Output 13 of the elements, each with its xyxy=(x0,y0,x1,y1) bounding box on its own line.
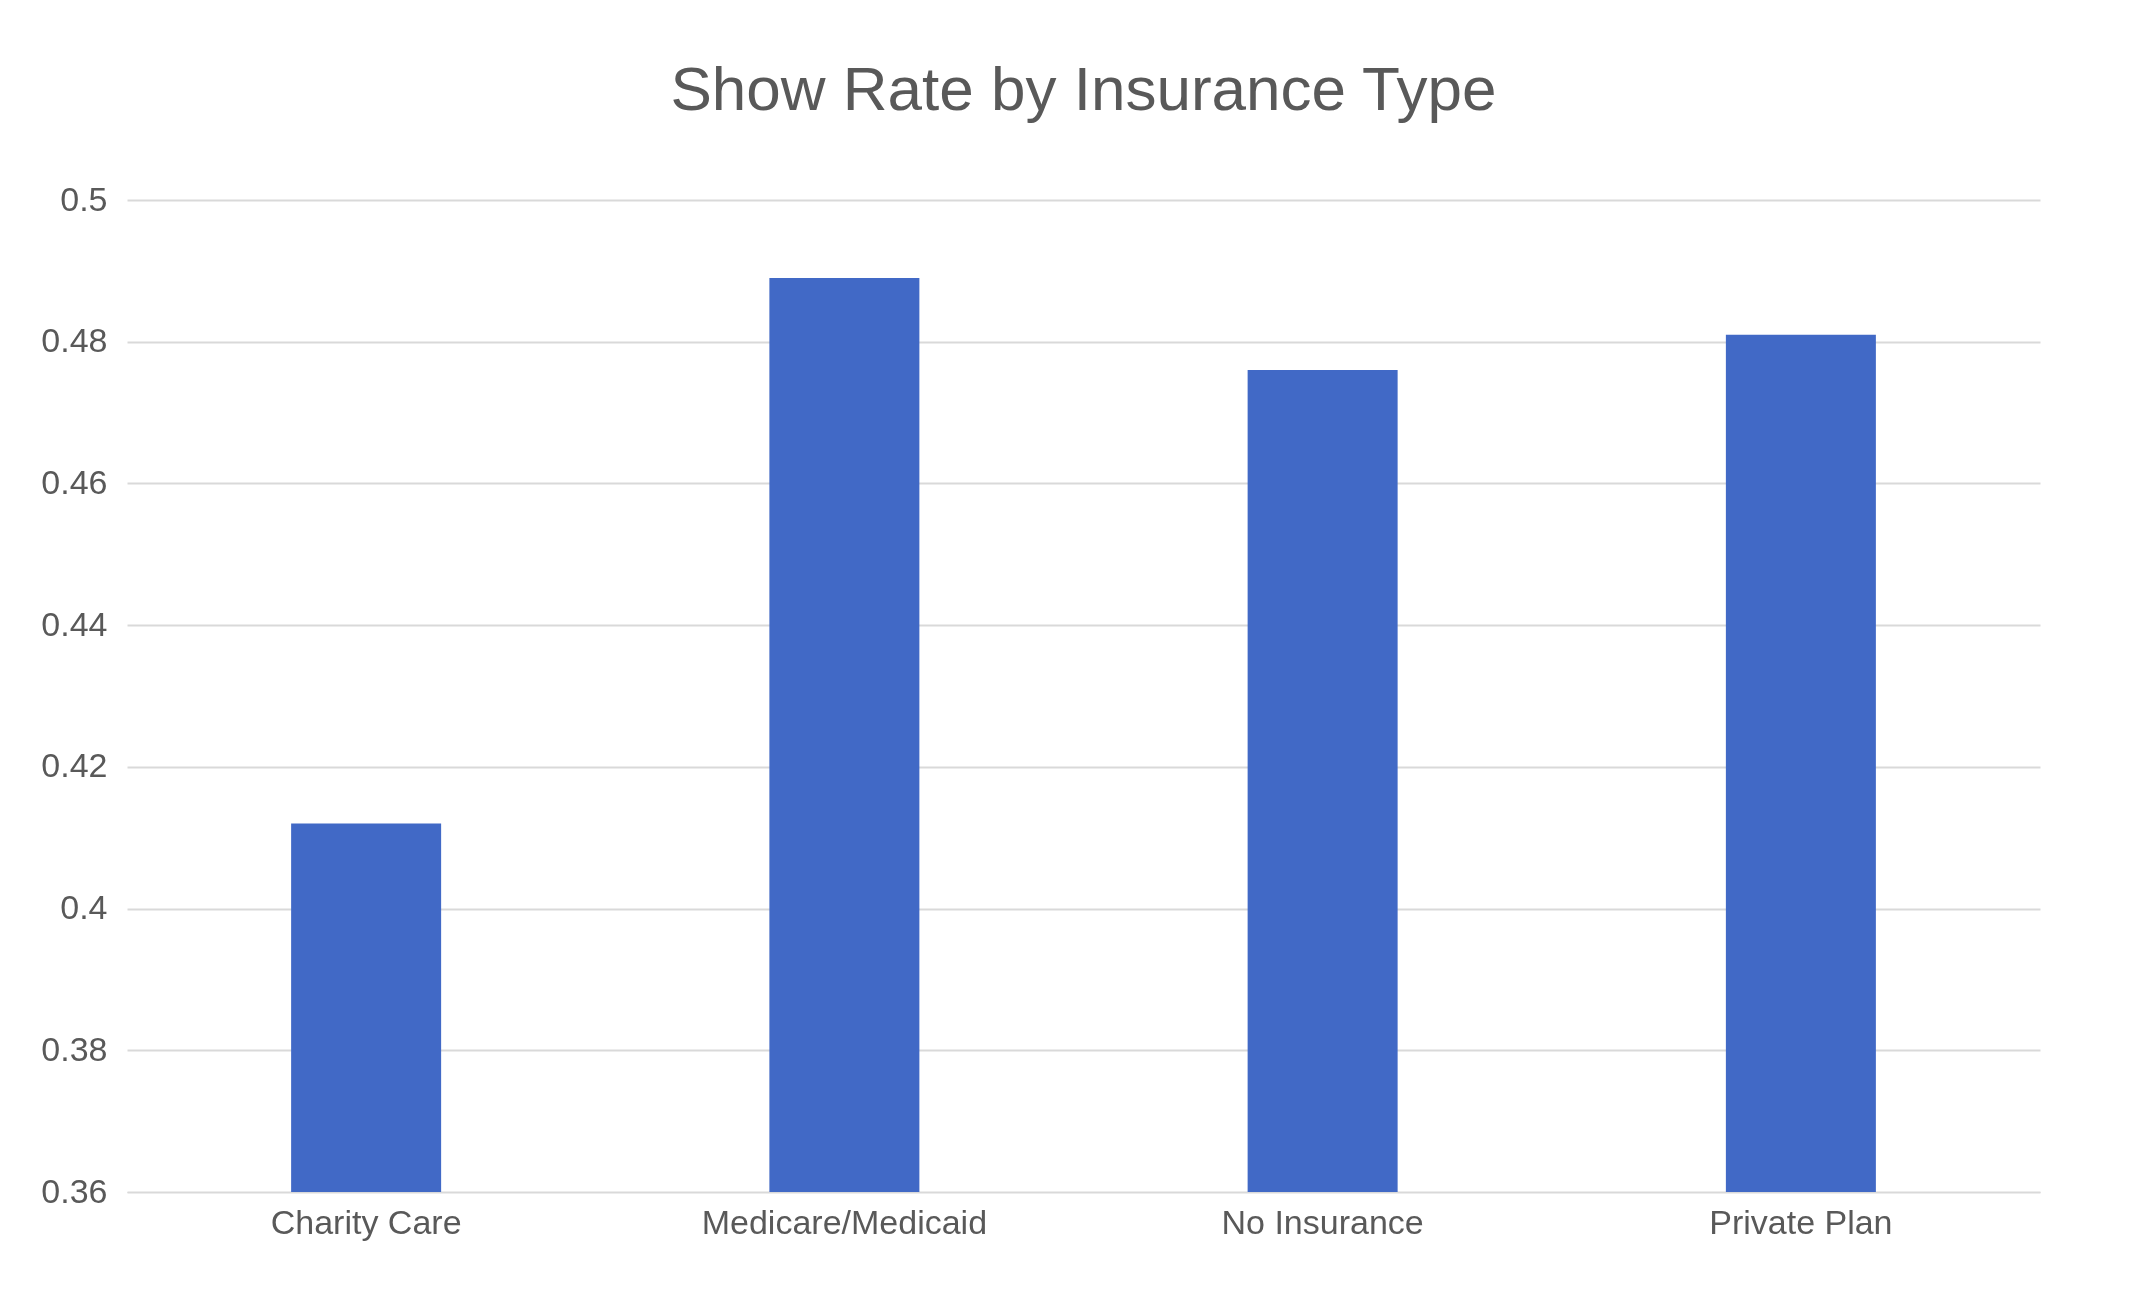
x-tick-label: Charity Care xyxy=(270,1202,462,1241)
chart-title: Show Rate by Insurance Type xyxy=(670,54,1497,123)
x-tick-label: Medicare/Medicaid xyxy=(701,1202,988,1241)
y-tick-label: 0.44 xyxy=(41,604,108,643)
x-tick-label: Private Plan xyxy=(1709,1202,1893,1241)
y-tick-label: 0.5 xyxy=(60,179,108,218)
y-tick-label: 0.4 xyxy=(60,888,108,927)
y-tick-label: 0.38 xyxy=(41,1029,108,1068)
y-tick-label: 0.42 xyxy=(41,746,108,785)
y-tick-label: 0.48 xyxy=(41,321,108,360)
x-tick-label: No Insurance xyxy=(1221,1202,1424,1241)
y-tick-label: 0.36 xyxy=(41,1171,108,1210)
y-tick-label: 0.46 xyxy=(41,462,108,501)
